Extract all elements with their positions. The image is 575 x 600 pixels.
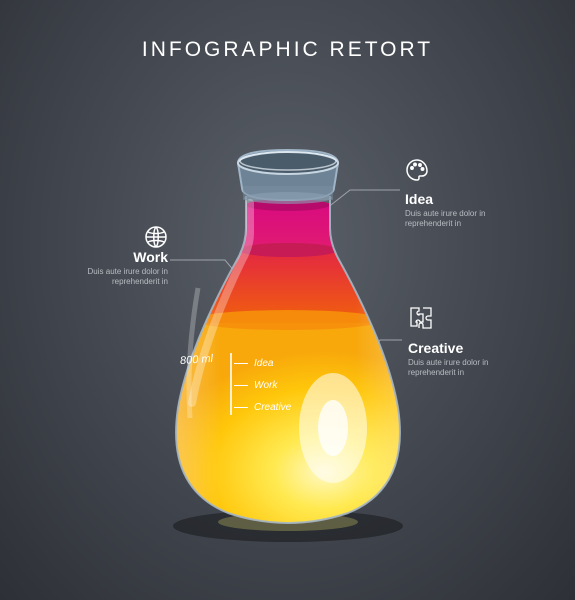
scale-mark: Work — [254, 380, 277, 391]
scale-mark: Creative — [254, 402, 291, 413]
page-title: INFOGRAPHIC RETORT — [0, 38, 575, 62]
volume-label: 800 ml — [180, 353, 214, 367]
flask — [138, 108, 438, 528]
scale-mark: Idea — [254, 358, 273, 369]
